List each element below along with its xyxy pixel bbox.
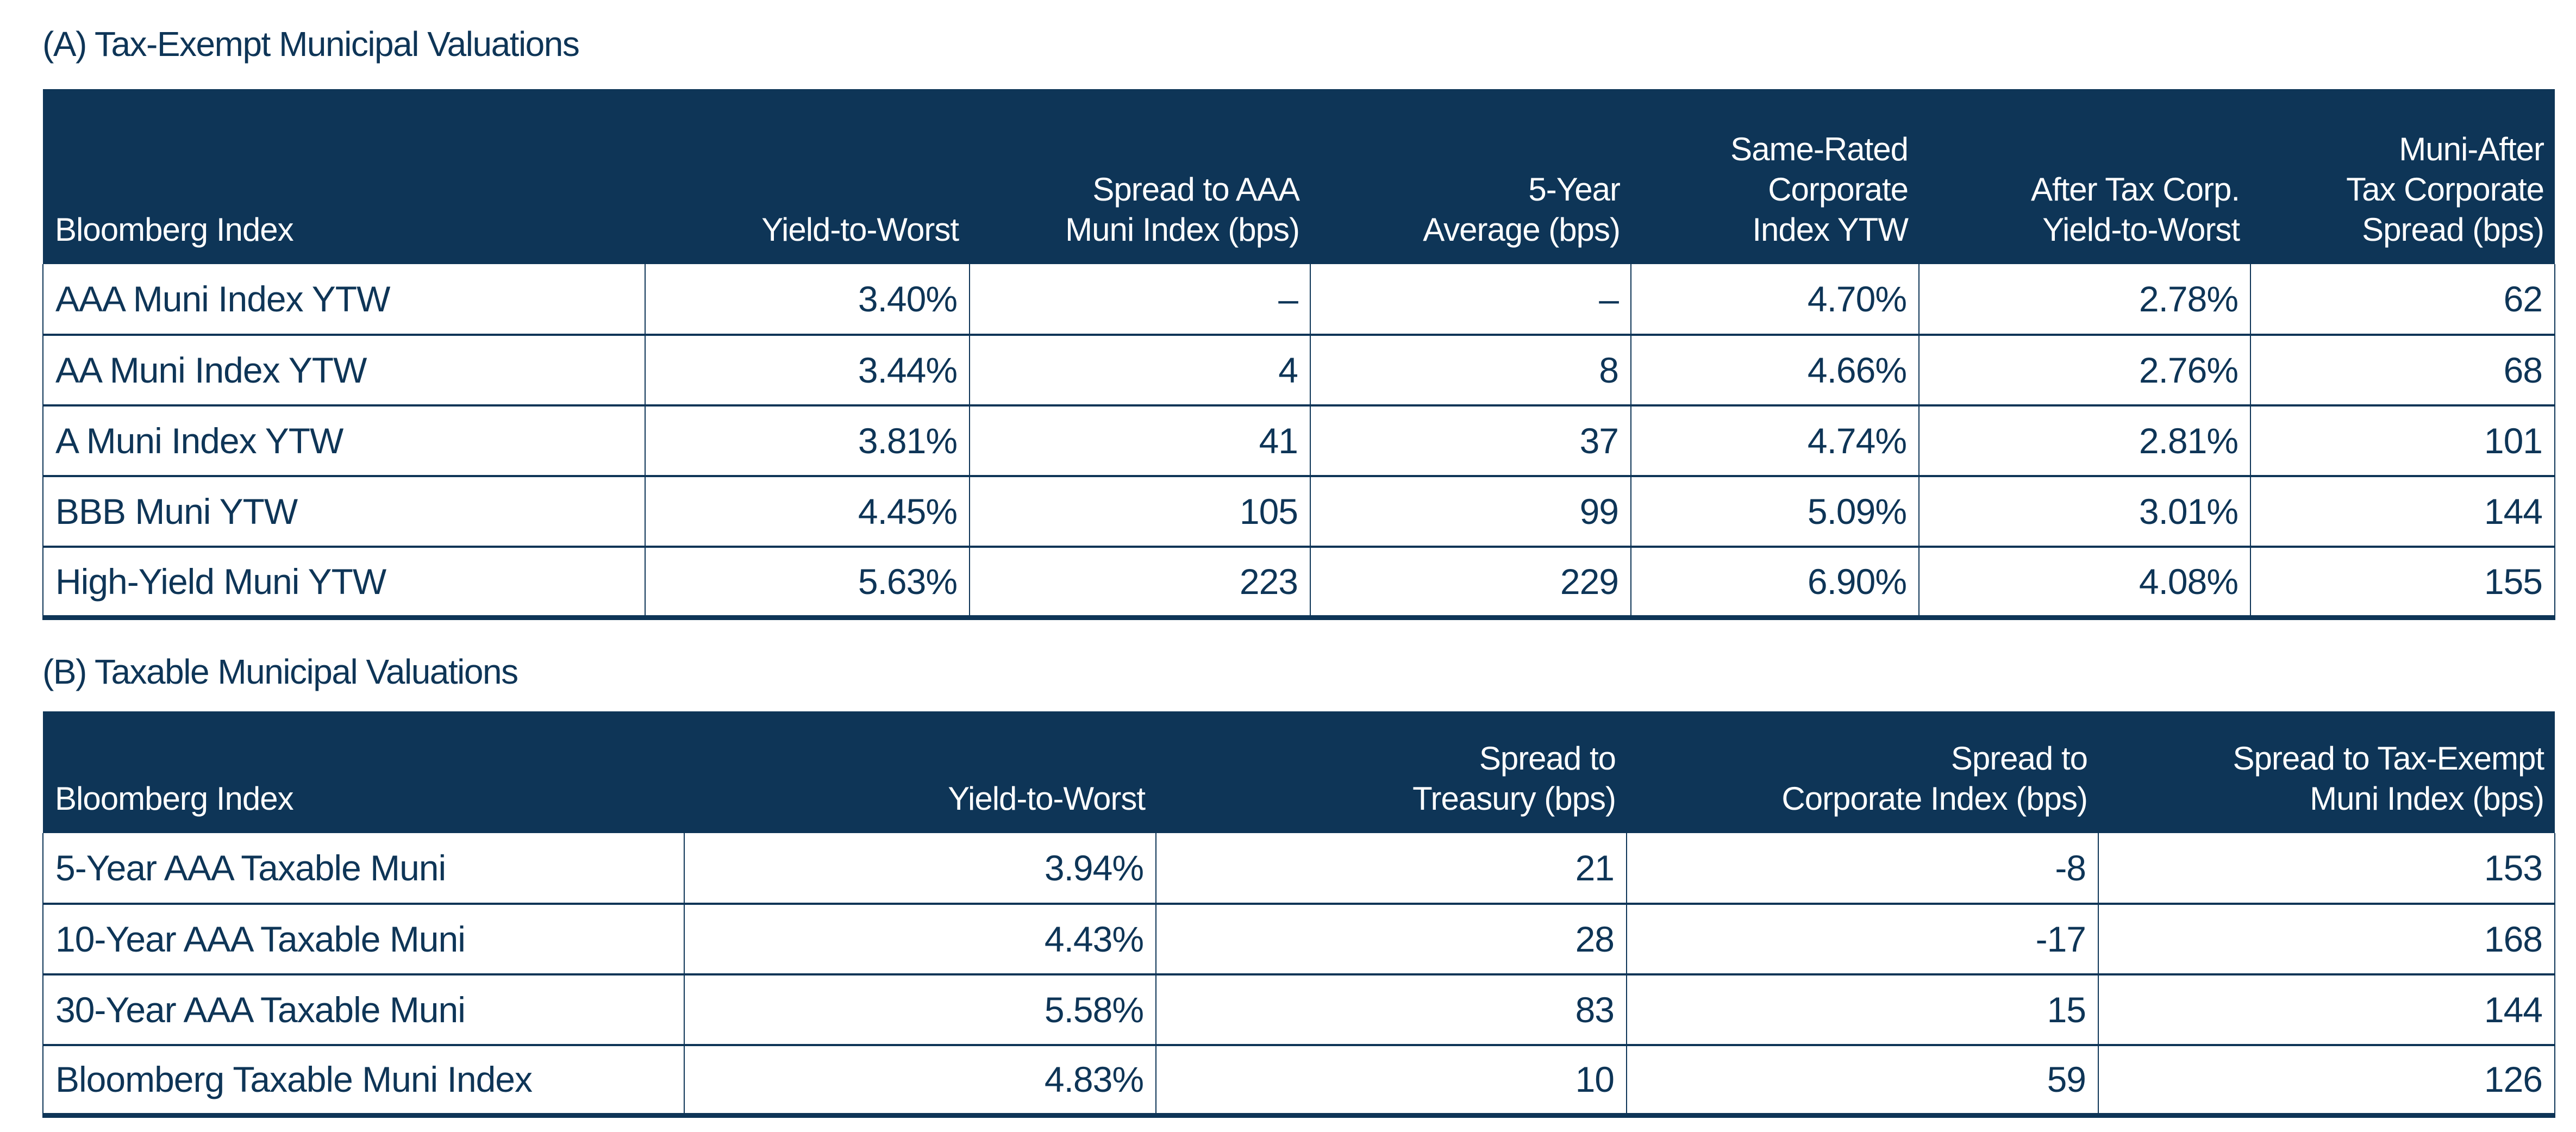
table-cell: AA Muni Index YTW bbox=[42, 335, 646, 406]
table-cell: 3.44% bbox=[645, 335, 970, 406]
table-cell: 41 bbox=[970, 405, 1311, 477]
column-header: Same-Rated Corporate Index YTW bbox=[1631, 89, 1919, 264]
table-row: 30-Year AAA Taxable Muni 5.58% 83 15 144 bbox=[42, 974, 2555, 1046]
table-cell: 229 bbox=[1310, 547, 1631, 620]
table-cell: 144 bbox=[2250, 476, 2555, 548]
taxable-valuations-table: Bloomberg Index Yield-to-Worst Spread to… bbox=[42, 711, 2555, 1118]
table-row: High-Yield Muni YTW 5.63% 223 229 6.90% … bbox=[42, 547, 2555, 620]
table-cell: 153 bbox=[2098, 833, 2555, 905]
column-header: Bloomberg Index bbox=[43, 89, 645, 264]
table-row: A Muni Index YTW 3.81% 41 37 4.74% 2.81%… bbox=[42, 405, 2555, 477]
table-cell: 2.76% bbox=[1919, 335, 2251, 406]
table-cell: A Muni Index YTW bbox=[42, 405, 646, 477]
table-row: BBB Muni YTW 4.45% 105 99 5.09% 3.01% 14… bbox=[42, 476, 2555, 548]
table-cell: AAA Muni Index YTW bbox=[42, 264, 646, 336]
table-cell: 4.70% bbox=[1631, 264, 1920, 336]
column-header: Spread to AAA Muni Index (bps) bbox=[970, 89, 1310, 264]
table-cell: High-Yield Muni YTW bbox=[42, 547, 646, 620]
table-row: AA Muni Index YTW 3.44% 4 8 4.66% 2.76% … bbox=[42, 335, 2555, 406]
table-header-row: Bloomberg Index Yield-to-Worst Spread to… bbox=[43, 89, 2555, 264]
column-header: After Tax Corp. Yield-to-Worst bbox=[1919, 89, 2250, 264]
table-cell: 2.78% bbox=[1919, 264, 2251, 336]
table-cell: -8 bbox=[1627, 833, 2099, 905]
table-cell: 5.58% bbox=[684, 974, 1156, 1046]
table-header-row: Bloomberg Index Yield-to-Worst Spread to… bbox=[43, 711, 2555, 833]
column-header: Spread to Tax-Exempt Muni Index (bps) bbox=[2098, 711, 2555, 833]
table-cell: 4.66% bbox=[1631, 335, 1920, 406]
table-cell: – bbox=[1310, 264, 1631, 336]
table-cell: 168 bbox=[2098, 903, 2555, 975]
table-row: 5-Year AAA Taxable Muni 3.94% 21 -8 153 bbox=[42, 833, 2555, 905]
table-cell: 10-Year AAA Taxable Muni bbox=[42, 903, 685, 975]
column-header: Spread to Corporate Index (bps) bbox=[1627, 711, 2098, 833]
table-cell: 155 bbox=[2250, 547, 2555, 620]
table-cell: 10 bbox=[1156, 1045, 1627, 1118]
table-cell: 68 bbox=[2250, 335, 2555, 406]
table-row: Bloomberg Taxable Muni Index 4.83% 10 59… bbox=[42, 1045, 2555, 1118]
column-header: Spread to Treasury (bps) bbox=[1156, 711, 1627, 833]
table-cell: 6.90% bbox=[1631, 547, 1920, 620]
table-cell: 30-Year AAA Taxable Muni bbox=[42, 974, 685, 1046]
table-row: 10-Year AAA Taxable Muni 4.43% 28 -17 16… bbox=[42, 903, 2555, 975]
table-cell: 62 bbox=[2250, 264, 2555, 336]
table-cell: 4.83% bbox=[684, 1045, 1156, 1118]
table-cell: 126 bbox=[2098, 1045, 2555, 1118]
table-cell: 28 bbox=[1156, 903, 1627, 975]
table-cell: 3.94% bbox=[684, 833, 1156, 905]
table-cell: 4.43% bbox=[684, 903, 1156, 975]
section-b-title: (B) Taxable Municipal Valuations bbox=[42, 652, 518, 691]
table-cell: 105 bbox=[970, 476, 1311, 548]
table-cell: 8 bbox=[1310, 335, 1631, 406]
table-cell: 59 bbox=[1627, 1045, 2099, 1118]
table-cell: 4.08% bbox=[1919, 547, 2251, 620]
table-cell: 5.63% bbox=[645, 547, 970, 620]
column-header: 5-Year Average (bps) bbox=[1310, 89, 1631, 264]
table-cell: Bloomberg Taxable Muni Index bbox=[42, 1045, 685, 1118]
column-header: Yield-to-Worst bbox=[645, 89, 970, 264]
table-cell: 99 bbox=[1310, 476, 1631, 548]
table-cell: 3.81% bbox=[645, 405, 970, 477]
table-cell: 3.40% bbox=[645, 264, 970, 336]
table-cell: 144 bbox=[2098, 974, 2555, 1046]
section-tax-exempt: (A) Tax-Exempt Municipal Valuations Bloo… bbox=[42, 23, 2555, 620]
table-row: AAA Muni Index YTW 3.40% – – 4.70% 2.78%… bbox=[42, 264, 2555, 336]
table-cell: 15 bbox=[1627, 974, 2099, 1046]
table-cell: 223 bbox=[970, 547, 1311, 620]
table-cell: 5-Year AAA Taxable Muni bbox=[42, 833, 685, 905]
table-cell: 37 bbox=[1310, 405, 1631, 477]
table-cell: 4.74% bbox=[1631, 405, 1920, 477]
column-header: Bloomberg Index bbox=[43, 711, 684, 833]
table-cell: – bbox=[970, 264, 1311, 336]
table-cell: 5.09% bbox=[1631, 476, 1920, 548]
table-cell: -17 bbox=[1627, 903, 2099, 975]
tax-exempt-valuations-table: Bloomberg Index Yield-to-Worst Spread to… bbox=[42, 89, 2555, 620]
table-cell: 4.45% bbox=[645, 476, 970, 548]
table-cell: 21 bbox=[1156, 833, 1627, 905]
column-header: Yield-to-Worst bbox=[684, 711, 1156, 833]
column-header: Muni-After Tax Corporate Spread (bps) bbox=[2250, 89, 2555, 264]
section-a-title: (A) Tax-Exempt Municipal Valuations bbox=[42, 24, 580, 64]
table-cell: 2.81% bbox=[1919, 405, 2251, 477]
table-cell: 3.01% bbox=[1919, 476, 2251, 548]
section-taxable: (B) Taxable Municipal Valuations Bloombe… bbox=[42, 651, 2555, 1118]
table-cell: BBB Muni YTW bbox=[42, 476, 646, 548]
table-cell: 4 bbox=[970, 335, 1311, 406]
table-cell: 83 bbox=[1156, 974, 1627, 1046]
table-cell: 101 bbox=[2250, 405, 2555, 477]
